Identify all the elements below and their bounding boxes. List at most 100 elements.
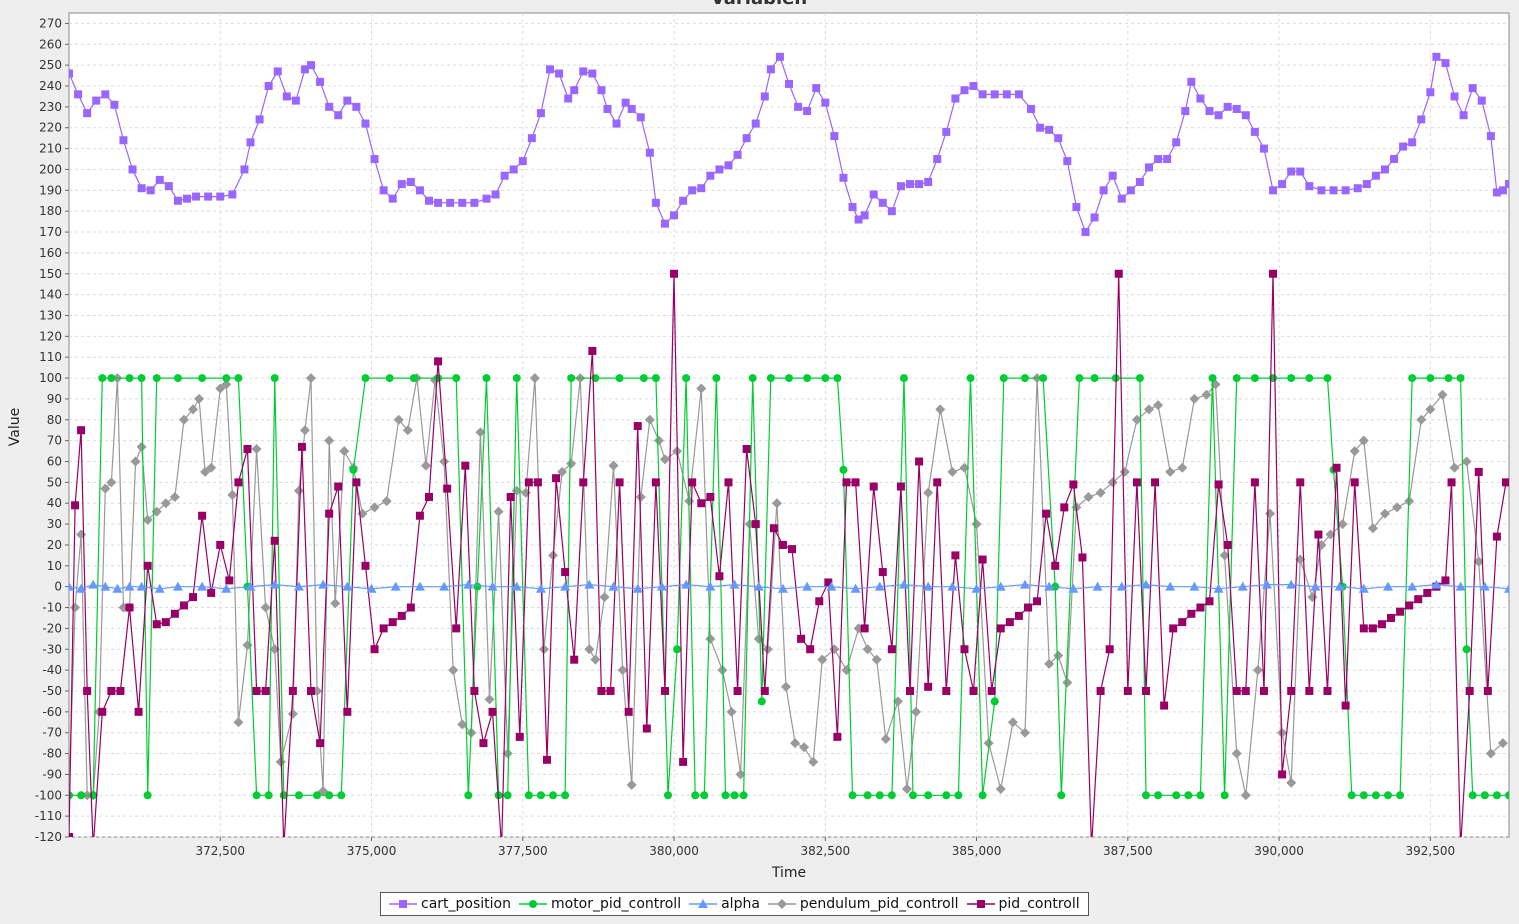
- data-point: [470, 198, 479, 207]
- data-point: [125, 374, 134, 383]
- data-point: [788, 545, 797, 554]
- data-point: [500, 171, 509, 180]
- legend-marker: [528, 900, 537, 908]
- data-point: [1505, 791, 1509, 800]
- data-point: [173, 196, 182, 205]
- data-point: [1462, 645, 1471, 654]
- data-point: [1135, 177, 1144, 186]
- data-point: [733, 686, 742, 695]
- data-point: [152, 620, 161, 629]
- data-point: [987, 686, 996, 695]
- data-point: [270, 374, 279, 383]
- data-point: [570, 86, 579, 95]
- data-point: [724, 478, 733, 487]
- data-point: [1141, 791, 1150, 800]
- legend-swatch-triangle-icon: [689, 899, 718, 908]
- data-point: [1099, 186, 1108, 195]
- data-point: [603, 104, 612, 113]
- data-point: [511, 581, 522, 591]
- data-point: [651, 478, 660, 487]
- data-point: [892, 696, 903, 707]
- x-tick-label: 392,500: [1406, 844, 1456, 858]
- data-point: [98, 707, 107, 716]
- data-point: [762, 644, 773, 655]
- y-tick-label: -50: [42, 684, 62, 698]
- data-point: [152, 374, 161, 383]
- data-point: [461, 461, 470, 470]
- data-point: [760, 92, 769, 101]
- x-tick-label: 387,500: [1103, 844, 1153, 858]
- data-point: [1431, 579, 1442, 589]
- data-point: [1053, 650, 1064, 661]
- data-point: [88, 579, 99, 589]
- data-point: [896, 482, 905, 491]
- data-point: [850, 583, 861, 593]
- data-point: [409, 374, 418, 383]
- data-point: [1063, 157, 1072, 166]
- data-point: [234, 478, 243, 487]
- data-point: [1075, 374, 1084, 383]
- data-point: [1114, 269, 1123, 278]
- data-point: [342, 581, 353, 591]
- y-tick-label: 70: [47, 434, 62, 448]
- data-point: [824, 578, 833, 587]
- data-point: [1310, 581, 1321, 591]
- data-point: [1456, 374, 1465, 383]
- data-point: [1219, 550, 1230, 561]
- data-point: [216, 192, 225, 201]
- data-point: [817, 654, 828, 665]
- data-point: [990, 90, 999, 99]
- data-point: [1214, 111, 1223, 120]
- data-point: [617, 665, 628, 676]
- data-point: [632, 583, 643, 593]
- data-point: [983, 738, 994, 749]
- data-point: [470, 686, 479, 695]
- data-point: [397, 611, 406, 620]
- data-point: [739, 791, 748, 800]
- data-point: [306, 373, 317, 384]
- data-point: [869, 482, 878, 491]
- data-point: [561, 791, 570, 800]
- y-tick-label: -120: [35, 830, 62, 844]
- data-point: [1269, 269, 1278, 278]
- data-point: [996, 624, 1005, 633]
- data-point: [106, 477, 117, 488]
- data-point: [390, 581, 401, 591]
- y-tick-label: 180: [39, 204, 62, 218]
- data-point: [512, 374, 521, 383]
- data-point: [1117, 194, 1126, 203]
- data-point: [316, 739, 325, 748]
- data-point: [173, 374, 182, 383]
- data-point: [848, 791, 857, 800]
- data-point: [1332, 463, 1341, 472]
- data-point: [721, 791, 730, 800]
- data-point: [748, 374, 757, 383]
- data-point: [269, 579, 280, 589]
- data-point: [1181, 107, 1190, 116]
- data-point: [207, 588, 216, 597]
- data-point: [369, 502, 380, 513]
- data-point: [1286, 777, 1297, 788]
- data-point: [352, 102, 361, 111]
- y-tick-label: 190: [39, 183, 62, 197]
- data-point: [1287, 374, 1296, 383]
- data-point: [951, 551, 960, 560]
- data-point: [797, 634, 806, 643]
- data-point: [452, 374, 461, 383]
- data-point: [524, 791, 533, 800]
- data-point: [434, 374, 443, 383]
- data-point: [878, 198, 887, 207]
- data-point: [1095, 487, 1106, 498]
- data-point: [448, 665, 459, 676]
- data-point: [1479, 581, 1490, 591]
- data-point: [1019, 727, 1030, 738]
- data-point: [1483, 686, 1492, 695]
- legend-swatch-square-icon: [966, 900, 995, 908]
- data-point: [1083, 491, 1094, 502]
- y-tick-label: 230: [39, 100, 62, 114]
- data-point: [1486, 132, 1495, 141]
- data-point: [960, 645, 969, 654]
- data-point: [1444, 374, 1453, 383]
- data-point: [1441, 576, 1450, 585]
- data-point: [942, 686, 951, 695]
